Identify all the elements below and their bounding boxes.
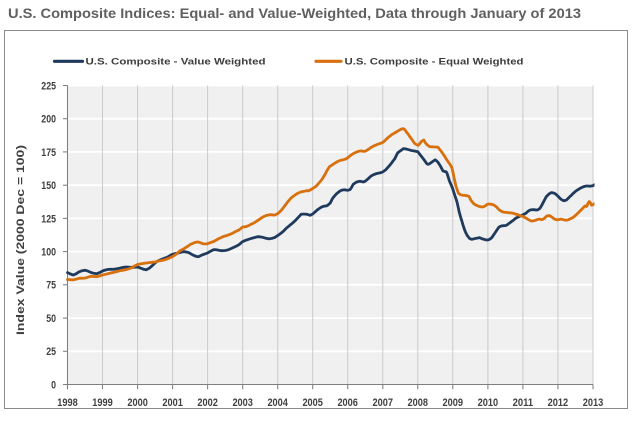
- svg-text:U.S. Composite Indices: Equal-: U.S. Composite Indices: Equal- and Value…: [8, 5, 581, 21]
- svg-text:2009: 2009: [443, 397, 464, 409]
- svg-text:U.S. Composite - Value Weighte: U.S. Composite - Value Weighted: [86, 57, 266, 67]
- svg-text:2001: 2001: [162, 397, 183, 409]
- svg-text:2003: 2003: [232, 397, 253, 409]
- svg-text:Index Value (2000 Dec = 100): Index Value (2000 Dec = 100): [15, 145, 27, 335]
- svg-text:2012: 2012: [548, 397, 569, 409]
- svg-text:2008: 2008: [408, 397, 429, 409]
- svg-text:1999: 1999: [92, 397, 113, 409]
- svg-text:2010: 2010: [478, 397, 499, 409]
- svg-text:2002: 2002: [197, 397, 218, 409]
- svg-text:175: 175: [41, 147, 56, 159]
- svg-text:U.S. Composite - Equal Weighte: U.S. Composite - Equal Weighted: [345, 57, 524, 67]
- svg-text:150: 150: [41, 180, 56, 192]
- svg-text:2005: 2005: [302, 397, 323, 409]
- svg-text:2006: 2006: [337, 397, 358, 409]
- svg-text:125: 125: [41, 213, 56, 225]
- svg-text:0: 0: [51, 379, 56, 391]
- svg-text:2000: 2000: [127, 397, 148, 409]
- svg-text:200: 200: [41, 114, 56, 126]
- svg-text:75: 75: [46, 280, 56, 292]
- svg-text:100: 100: [41, 247, 56, 259]
- svg-text:225: 225: [41, 80, 56, 92]
- svg-text:2004: 2004: [267, 397, 288, 409]
- svg-text:2007: 2007: [373, 397, 394, 409]
- svg-text:50: 50: [46, 313, 56, 325]
- svg-text:25: 25: [46, 346, 56, 358]
- svg-text:2011: 2011: [513, 397, 534, 409]
- svg-text:2013: 2013: [583, 397, 604, 409]
- svg-text:1998: 1998: [57, 397, 78, 409]
